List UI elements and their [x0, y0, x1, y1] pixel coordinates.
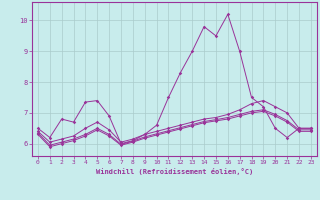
X-axis label: Windchill (Refroidissement éolien,°C): Windchill (Refroidissement éolien,°C)	[96, 168, 253, 175]
